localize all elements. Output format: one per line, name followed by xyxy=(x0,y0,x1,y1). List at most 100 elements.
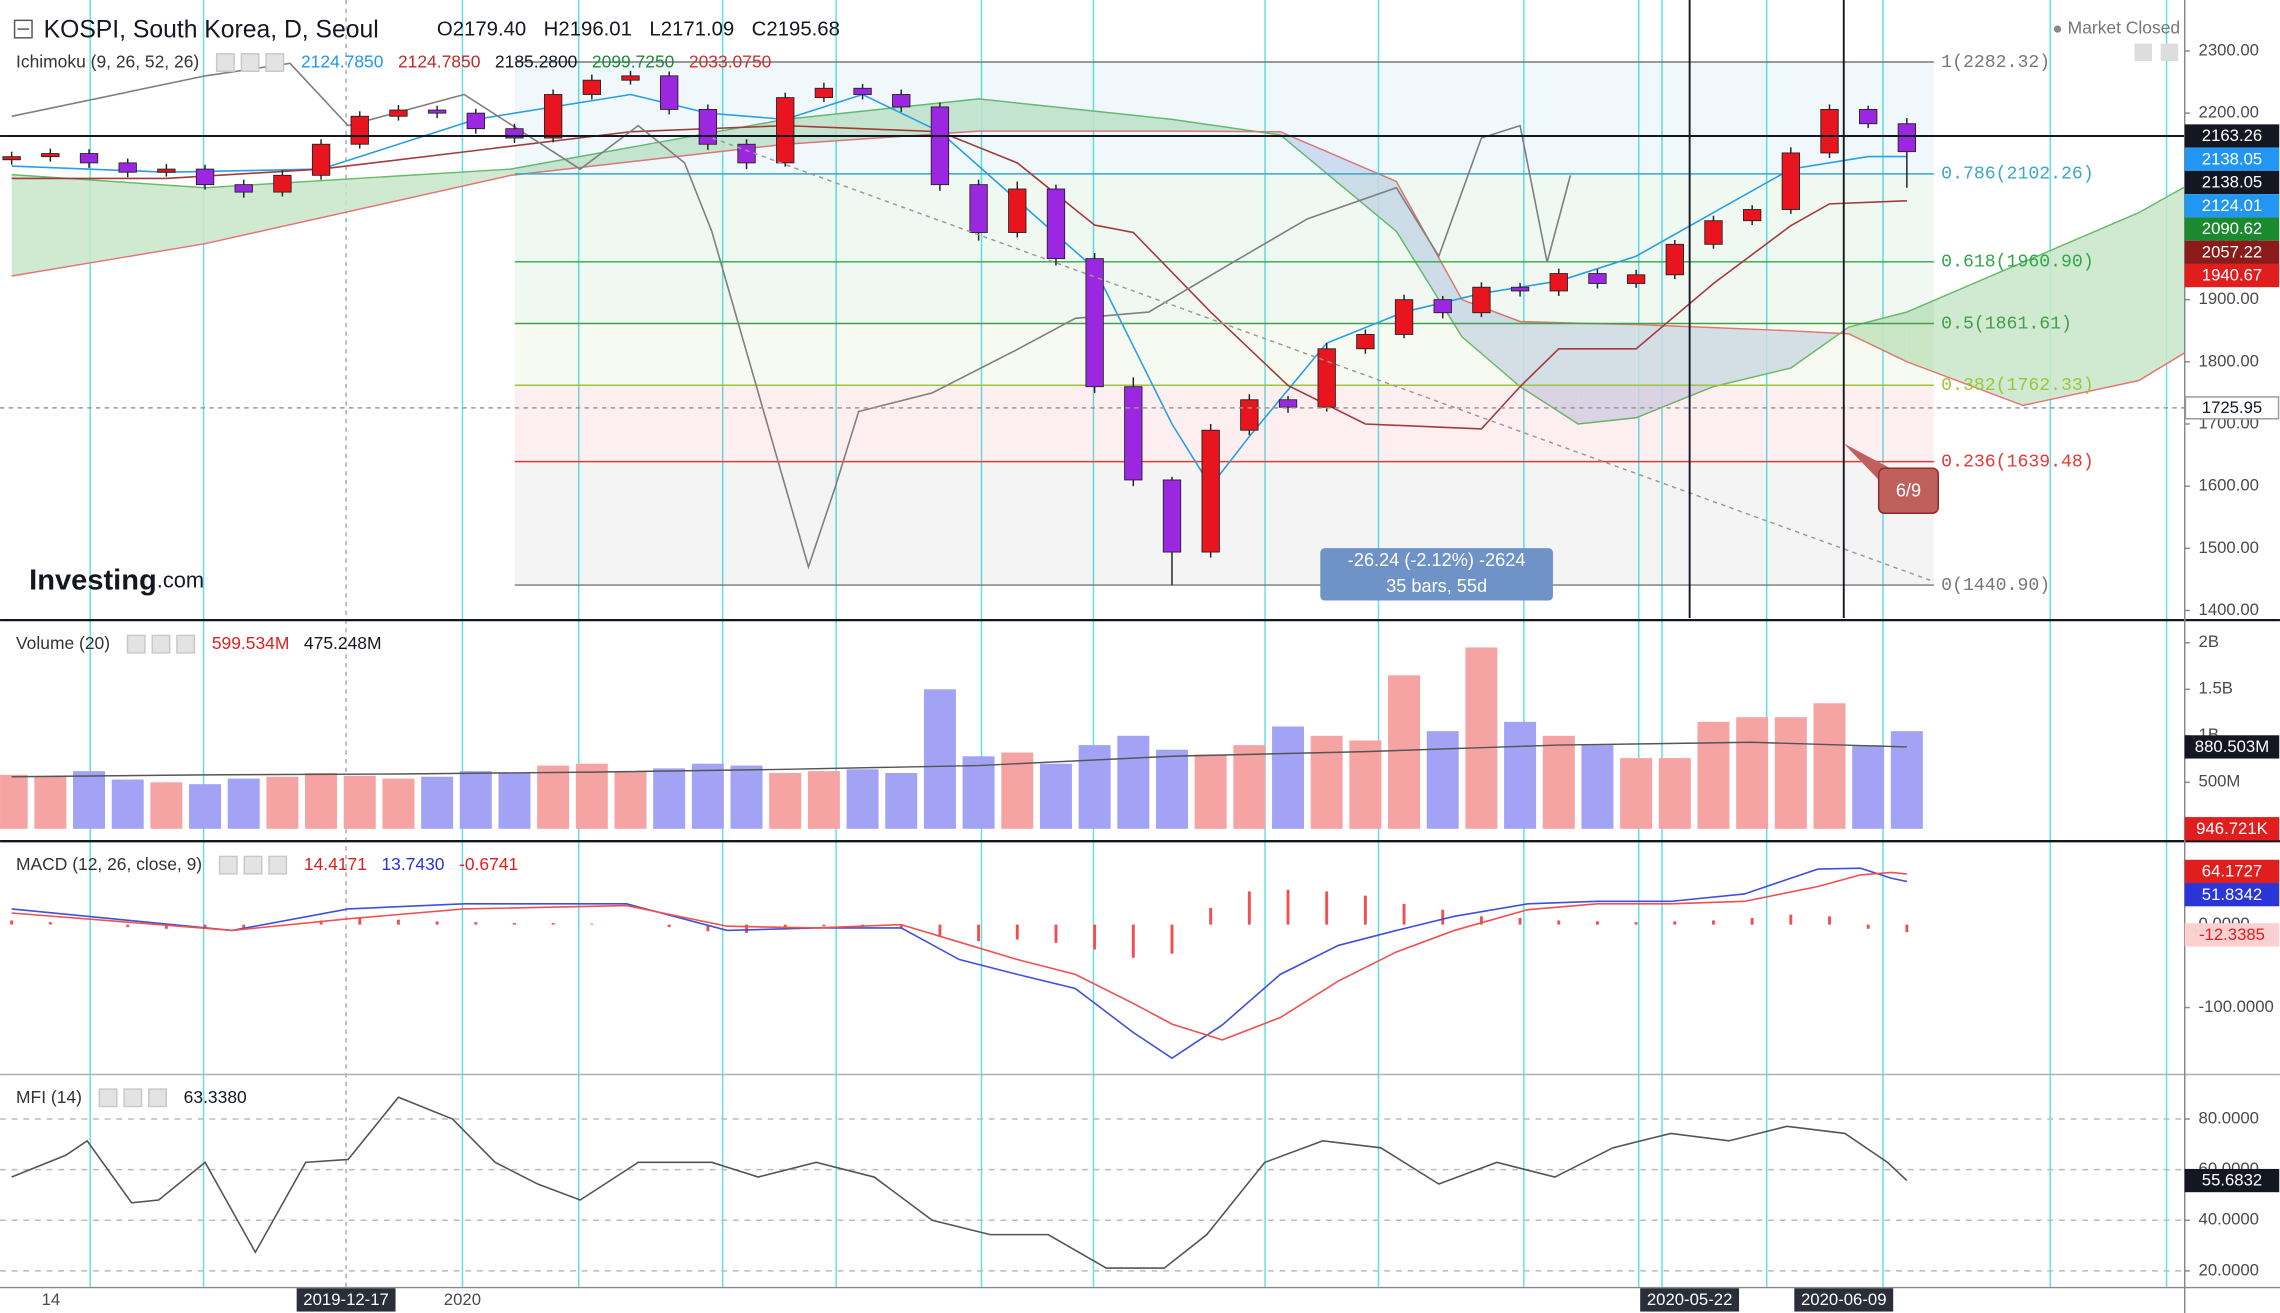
trend-line xyxy=(712,137,1935,583)
price-tag xyxy=(2184,170,2280,195)
candle-body xyxy=(1394,299,1414,335)
candle-body xyxy=(1008,188,1027,233)
price-tag xyxy=(2184,396,2280,420)
candle-body xyxy=(1046,188,1066,260)
volume-bar xyxy=(807,771,840,829)
fib-label: 0.5(1861.61) xyxy=(1941,314,2072,334)
candle-body xyxy=(1085,258,1104,388)
candle-body xyxy=(1124,386,1143,481)
cloud-fill xyxy=(1906,262,2023,406)
mfi-pane xyxy=(0,1096,2185,1272)
volume-bar xyxy=(962,756,995,829)
price-tag-label: 880.503M xyxy=(2195,737,2269,756)
legend-title: Ichimoku (9, 26, 52, 26) xyxy=(16,51,199,71)
indicator-line xyxy=(11,1096,1908,1269)
collapse-icon[interactable] xyxy=(13,19,33,39)
legend-value: 2124.7850 xyxy=(301,51,384,71)
candle-body xyxy=(1278,399,1298,408)
measure-text: -26.24 (-2.12%) -2624 xyxy=(1348,550,1526,570)
fib-label: 0.786(2102.26) xyxy=(1941,165,2094,185)
legend-icon[interactable] xyxy=(243,855,263,875)
candle-body xyxy=(737,143,756,164)
macd-pane xyxy=(10,867,1909,1060)
icon-button[interactable] xyxy=(2134,43,2153,62)
volume-bar xyxy=(382,778,415,829)
cloud-fill xyxy=(1520,321,1579,424)
legend-icon[interactable] xyxy=(240,53,260,72)
legend: Ichimoku (9, 26, 52, 26) 2124.7850 2124.78… xyxy=(16,51,772,71)
cloud-fill xyxy=(2022,212,2139,406)
candle-body xyxy=(79,153,99,164)
callout-text: 6/9 xyxy=(1896,480,1921,500)
y-tick-label: 1800.00 xyxy=(2199,351,2259,370)
candle-body xyxy=(853,87,872,95)
cloud-fill xyxy=(11,174,206,277)
volume-bar xyxy=(575,763,608,829)
fib-band xyxy=(514,261,1934,324)
fib-label: 0.382(1762.33) xyxy=(1941,376,2094,396)
candle-body xyxy=(1742,209,1762,222)
candle-body xyxy=(350,115,369,145)
volume-bar xyxy=(1194,754,1227,829)
price-tag xyxy=(2184,817,2280,841)
candle-body xyxy=(234,184,253,193)
legend: MACD (12, 26, close, 9) 14.4171 13.7430 -0.… xyxy=(16,854,518,874)
y-tick-label: 2200.00 xyxy=(2199,103,2259,122)
volume-bar xyxy=(1001,752,1034,829)
cloud-fill xyxy=(2138,187,2185,381)
volume-bar xyxy=(421,776,454,829)
legend-icon[interactable] xyxy=(218,855,238,875)
candle-body xyxy=(505,128,524,139)
market-status: Market Closed xyxy=(2068,18,2180,38)
legend-icon[interactable] xyxy=(148,1088,167,1108)
status-dot xyxy=(2053,25,2062,33)
volume-bar xyxy=(653,768,686,829)
legend-icon[interactable] xyxy=(98,1088,118,1108)
cloud-fill xyxy=(785,98,979,145)
volume-bar xyxy=(459,771,492,829)
volume-bar xyxy=(1504,721,1537,829)
indicator-line xyxy=(11,62,1572,570)
x-tick-label: 2019-12-17 xyxy=(303,1290,389,1309)
logo: Investing.com xyxy=(29,564,204,596)
legend-icon[interactable] xyxy=(268,855,288,875)
fib-band xyxy=(514,461,1934,586)
fib-label: 0(1440.90) xyxy=(1941,576,2050,596)
candle-body xyxy=(311,143,331,176)
candle-body xyxy=(273,174,292,193)
legend: MFI (14) 63.3380 xyxy=(16,1086,247,1106)
candle-body xyxy=(1549,273,1568,292)
legend-value: 63.3380 xyxy=(184,1086,247,1106)
legend-icon[interactable] xyxy=(151,634,171,654)
volume-bar xyxy=(1117,735,1150,829)
legend-icon[interactable] xyxy=(265,53,285,72)
volume-bar xyxy=(1697,721,1730,829)
volume-bar xyxy=(1620,758,1653,829)
legend-icon[interactable] xyxy=(176,634,196,654)
legend-title: Volume (20) xyxy=(16,633,110,653)
price-tag xyxy=(2184,883,2280,907)
symbol: KOSPI, South Korea, D, Seoul xyxy=(44,16,379,43)
candle-body xyxy=(1510,286,1530,292)
volume-bar xyxy=(885,773,918,829)
y-tick-label: 2B xyxy=(2199,632,2219,651)
candle-body xyxy=(427,109,447,114)
volume-pane xyxy=(0,647,1923,829)
candle-body xyxy=(1588,273,1607,284)
volume-bar xyxy=(111,779,144,829)
candle-body xyxy=(1820,108,1839,154)
candle-body xyxy=(892,94,911,108)
legend-icon[interactable] xyxy=(126,634,146,654)
volume-bar xyxy=(1272,726,1305,829)
legend-icon[interactable] xyxy=(123,1088,143,1108)
cloud-fill xyxy=(1462,299,1521,387)
volume-bar xyxy=(846,769,879,829)
legend-value: -0.6741 xyxy=(459,854,518,874)
icon-button[interactable] xyxy=(2160,43,2179,62)
legend-icon[interactable] xyxy=(215,53,235,72)
ohlc: O2179.40 xyxy=(437,19,526,41)
fib-label: 0.618(1960.90) xyxy=(1941,253,2094,273)
y-tick-label: 1500.00 xyxy=(2199,538,2259,557)
volume-ma xyxy=(11,741,1907,778)
volume-bar xyxy=(266,776,299,829)
